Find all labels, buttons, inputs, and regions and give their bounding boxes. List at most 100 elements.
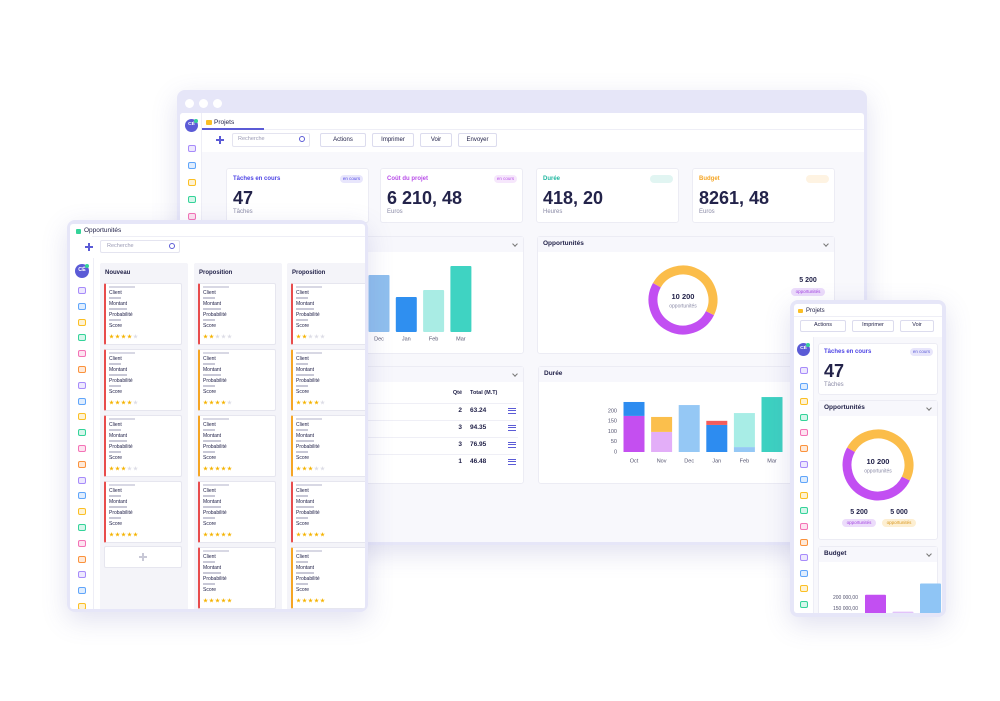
search-box[interactable] bbox=[100, 240, 180, 253]
nav-icon[interactable] bbox=[78, 429, 86, 437]
toolbar-button[interactable]: Voir bbox=[420, 133, 452, 147]
y-tick-label: 200 bbox=[608, 408, 617, 414]
nav-icon[interactable] bbox=[800, 398, 808, 406]
nav-icon[interactable] bbox=[800, 507, 808, 515]
nav-icon[interactable] bbox=[78, 381, 86, 389]
nav-icon[interactable] bbox=[78, 302, 86, 310]
opportunity-card[interactable] bbox=[291, 481, 365, 543]
nav-icon[interactable] bbox=[78, 287, 86, 294]
nav-icon[interactable] bbox=[800, 413, 808, 421]
nav-icon[interactable] bbox=[800, 491, 808, 499]
toolbar-button[interactable]: Envoyer bbox=[458, 133, 497, 147]
nav-icon[interactable] bbox=[800, 523, 808, 530]
x-tick-label: Jan bbox=[712, 458, 721, 464]
panel-header bbox=[538, 237, 834, 252]
toolbar-button[interactable]: Actions bbox=[800, 320, 846, 332]
donut-total-label: opportunités bbox=[864, 468, 892, 474]
nav-icon[interactable] bbox=[78, 318, 86, 326]
field-value bbox=[109, 506, 127, 508]
tab-icon bbox=[798, 309, 803, 313]
star bbox=[227, 334, 232, 339]
nav-icon[interactable] bbox=[800, 601, 808, 608]
tab[interactable]: Projets bbox=[806, 308, 825, 314]
nav-icon[interactable] bbox=[800, 460, 808, 468]
nav-icon[interactable] bbox=[78, 460, 86, 468]
opportunity-card[interactable] bbox=[198, 349, 276, 411]
nav-icon[interactable] bbox=[78, 445, 86, 452]
opportunity-card[interactable] bbox=[291, 283, 365, 345]
nav-icon[interactable] bbox=[800, 538, 808, 546]
field-label: Score bbox=[203, 455, 217, 461]
nav-icon[interactable] bbox=[188, 162, 196, 169]
field-value bbox=[296, 451, 308, 453]
nav-icon[interactable] bbox=[78, 397, 86, 405]
nav-icon[interactable] bbox=[78, 350, 86, 358]
row-menu-icon[interactable] bbox=[508, 441, 516, 443]
nav-icon[interactable] bbox=[78, 571, 86, 579]
field-label: Client bbox=[109, 290, 122, 296]
nav-icon[interactable] bbox=[800, 554, 808, 562]
nav-icon[interactable] bbox=[188, 145, 196, 152]
opportunity-card[interactable] bbox=[104, 481, 182, 543]
nav-icon[interactable] bbox=[78, 555, 86, 563]
opportunity-card[interactable] bbox=[104, 415, 182, 477]
nav-icon[interactable] bbox=[800, 569, 808, 577]
toolbar-button[interactable]: Voir bbox=[900, 320, 934, 332]
opportunity-card[interactable] bbox=[198, 283, 276, 345]
opportunity-card[interactable] bbox=[291, 547, 365, 609]
nav-icon[interactable] bbox=[78, 413, 86, 421]
star bbox=[109, 466, 114, 471]
tab[interactable]: Projets bbox=[214, 119, 235, 126]
nav-icon[interactable] bbox=[78, 334, 86, 342]
opportunity-card[interactable] bbox=[198, 547, 276, 609]
avatar-status bbox=[194, 119, 198, 123]
nav-icon[interactable] bbox=[188, 179, 196, 186]
field-label: Score bbox=[109, 323, 123, 329]
opportunity-card[interactable] bbox=[104, 283, 182, 345]
nav-icon[interactable] bbox=[78, 476, 86, 484]
nav-icon[interactable] bbox=[188, 196, 196, 203]
nav-icon[interactable] bbox=[800, 585, 808, 593]
nav-icon[interactable] bbox=[800, 367, 808, 374]
opportunity-card[interactable] bbox=[198, 481, 276, 543]
nav-icon[interactable] bbox=[800, 445, 808, 452]
kpi-unit: Euros bbox=[387, 209, 403, 215]
row-menu-icon[interactable] bbox=[508, 424, 516, 426]
nav-icon[interactable] bbox=[78, 587, 86, 595]
field-label: Montant bbox=[203, 433, 222, 439]
bar bbox=[450, 266, 472, 332]
field-value bbox=[296, 561, 308, 563]
tab[interactable]: Opportunités bbox=[84, 227, 122, 234]
card-ref bbox=[203, 352, 229, 354]
field-label: Score bbox=[203, 389, 217, 395]
tab-bar bbox=[202, 113, 864, 130]
toolbar-button[interactable]: Imprimer bbox=[372, 133, 414, 147]
toolbar-button[interactable]: Actions bbox=[320, 133, 366, 147]
field-value bbox=[203, 495, 215, 497]
toolbar-button[interactable]: Imprimer bbox=[852, 320, 894, 332]
opportunity-card[interactable] bbox=[198, 415, 276, 477]
column-title: Proposition bbox=[292, 270, 326, 276]
star bbox=[302, 334, 307, 339]
row-menu-icon[interactable] bbox=[508, 458, 516, 460]
search-box[interactable] bbox=[232, 133, 310, 147]
nav-icon[interactable] bbox=[800, 476, 808, 484]
opportunity-card[interactable] bbox=[291, 349, 365, 411]
tab-bar bbox=[794, 304, 942, 317]
row-menu-icon[interactable] bbox=[508, 407, 516, 409]
nav-icon[interactable] bbox=[78, 492, 86, 500]
opportunity-card[interactable] bbox=[104, 349, 182, 411]
nav-icon[interactable] bbox=[78, 524, 86, 531]
nav-icon[interactable] bbox=[78, 603, 86, 609]
bar bbox=[892, 611, 914, 613]
nav-icon[interactable] bbox=[78, 508, 86, 516]
nav-icon[interactable] bbox=[188, 213, 196, 220]
opportunity-card[interactable] bbox=[291, 415, 365, 477]
kpi-value: 418, 20 bbox=[543, 188, 604, 208]
donut-segment bbox=[648, 283, 715, 335]
nav-icon[interactable] bbox=[78, 539, 86, 547]
kpi-card bbox=[536, 168, 679, 223]
nav-icon[interactable] bbox=[78, 366, 86, 373]
nav-icon[interactable] bbox=[800, 429, 808, 437]
nav-icon[interactable] bbox=[800, 382, 808, 390]
